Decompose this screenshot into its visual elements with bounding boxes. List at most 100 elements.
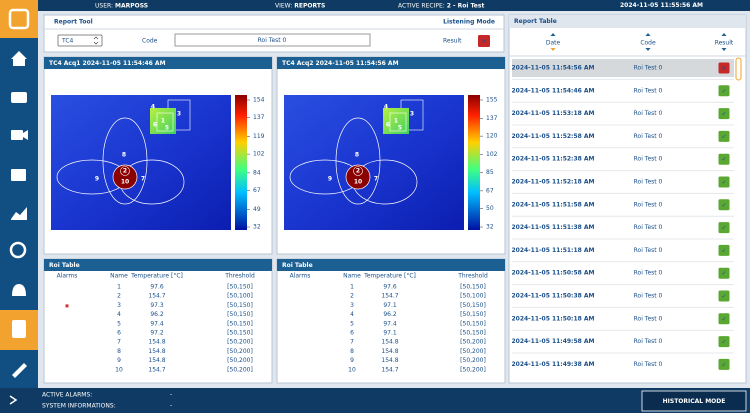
column-header: Temperature [°C] (130, 273, 183, 280)
roi-label: 3 (410, 111, 414, 118)
result-symbol: ✕ (481, 38, 486, 45)
chart-icon[interactable] (11, 207, 27, 220)
roi-threshold: [50,150] (460, 320, 486, 327)
roi-temperature: 97.6 (150, 284, 164, 291)
alarm-indicator (65, 304, 69, 308)
datetime: 2024-11-05 11:55:56 AM (620, 2, 703, 9)
roi-threshold: [50,200] (227, 366, 253, 373)
roi-name: 1 (350, 284, 354, 291)
info-label: SYSTEM INFORMATIONS: (42, 403, 116, 410)
roi-temperature: 97.6 (383, 284, 397, 291)
roi-threshold: [50,200] (460, 366, 486, 373)
scrollbar-thumb[interactable] (735, 57, 742, 81)
selected-row[interactable] (512, 59, 734, 77)
search-icon[interactable] (9, 241, 27, 259)
result-icon (718, 358, 730, 370)
settings-icon[interactable] (12, 363, 27, 378)
camera-icon[interactable] (11, 92, 27, 103)
roi-label: 2 (123, 168, 127, 175)
acquisition-title: TC4 Acq1 2024-11-05 11:54:46 AM (49, 60, 166, 67)
result-symbol: ✓ (721, 111, 726, 118)
report-date: 2024-11-05 11:52:58 AM (511, 133, 594, 140)
code-label: Code (142, 38, 158, 45)
colorbar-tick-label: 120 (486, 133, 498, 140)
view-label: VIEW: (275, 2, 292, 9)
colorbar-tick-label: 154 (253, 97, 265, 104)
sort-up[interactable] (721, 33, 727, 36)
roi-name: 8 (350, 348, 354, 355)
result-symbol: ✓ (721, 133, 726, 140)
roi-label: 5 (165, 125, 169, 132)
report-code: Roi Test 0 (634, 133, 663, 140)
roi-temperature: 154.7 (381, 366, 398, 373)
view: VIEW: REPORTS (275, 2, 325, 9)
top-bar (0, 0, 750, 11)
thermal-image: 1 2 3 4 5 6 7 8 9 10 (51, 95, 231, 230)
code-input[interactable] (174, 33, 371, 47)
panel-header (277, 259, 505, 271)
roi-threshold: [50,200] (227, 357, 253, 364)
report-icon[interactable] (11, 169, 26, 181)
report-date: 2024-11-05 11:54:46 AM (511, 87, 594, 94)
column-header: Code (640, 40, 656, 47)
roi-label: 9 (328, 176, 332, 183)
report-date: 2024-11-05 11:49:38 AM (511, 361, 594, 368)
result-icon (718, 244, 730, 256)
mode-label: Listening Mode (443, 19, 495, 26)
roi-threshold: [50,200] (227, 339, 253, 346)
sort-up[interactable] (550, 33, 556, 36)
result-symbol: ✓ (721, 88, 726, 95)
roi-label: 4 (151, 104, 155, 111)
result-symbol: ✕ (721, 65, 726, 72)
report-date: 2024-11-05 11:50:38 AM (511, 293, 594, 300)
report-code: Roi Test 0 (634, 315, 663, 322)
report-table-title: Report Table (514, 18, 557, 25)
roi-label: 1 (394, 118, 398, 125)
thermal-image: 1 2 3 4 5 6 7 8 9 10 (284, 95, 464, 230)
roi-threshold: [50,200] (460, 339, 486, 346)
video-icon[interactable] (11, 130, 23, 140)
sort-up[interactable] (645, 33, 651, 36)
report-code: Roi Test 0 (634, 224, 663, 231)
expand-icon[interactable] (9, 395, 18, 405)
roi-temperature: 154.8 (381, 357, 398, 364)
bell-icon[interactable] (12, 284, 26, 296)
sort-down[interactable] (645, 48, 651, 51)
roi-threshold: [50,150] (227, 302, 253, 309)
acquisition-title: TC4 Acq2 2024-11-05 11:54:56 AM (282, 60, 399, 67)
result-symbol: ✓ (721, 156, 726, 163)
heatmap (51, 95, 231, 230)
roi-label: 3 (177, 111, 181, 118)
result-symbol: ✓ (721, 361, 726, 368)
report-date: 2024-11-05 11:52:38 AM (511, 156, 594, 163)
menu-button[interactable] (0, 0, 38, 38)
report-code: Roi Test 0 (634, 270, 663, 277)
column-header: Alarms (290, 273, 311, 280)
roi-temperature: 96.2 (150, 311, 164, 318)
roi-temperature: 97.2 (150, 330, 164, 337)
roi-temperature: 154.8 (148, 357, 165, 364)
roi-temperature: 154.8 (381, 339, 398, 346)
sort-down[interactable] (721, 48, 727, 51)
report-date: 2024-11-05 11:52:18 AM (511, 179, 594, 186)
historical-mode-button[interactable] (641, 390, 747, 412)
report-code: Roi Test 0 (634, 65, 663, 72)
colorbar-tick-label: 137 (486, 115, 498, 122)
home-icon[interactable] (11, 51, 27, 66)
roi-label: 10 (121, 179, 129, 186)
roi-temperature: 154.8 (148, 339, 165, 346)
sort-down[interactable] (550, 48, 556, 51)
select[interactable] (57, 34, 103, 47)
roi-box (156, 112, 174, 132)
result-icon (718, 153, 730, 165)
report-date: 2024-11-05 11:50:58 AM (511, 270, 594, 277)
column-header: Date (546, 40, 561, 47)
view-value: REPORTS (294, 2, 325, 9)
report-code: Roi Test 0 (634, 110, 663, 117)
roi-threshold: [50,150] (460, 311, 486, 318)
roi-label: 5 (398, 125, 402, 132)
roi-label: 9 (95, 176, 99, 183)
result-icon (478, 35, 490, 47)
select-value: TC4 (61, 38, 74, 45)
